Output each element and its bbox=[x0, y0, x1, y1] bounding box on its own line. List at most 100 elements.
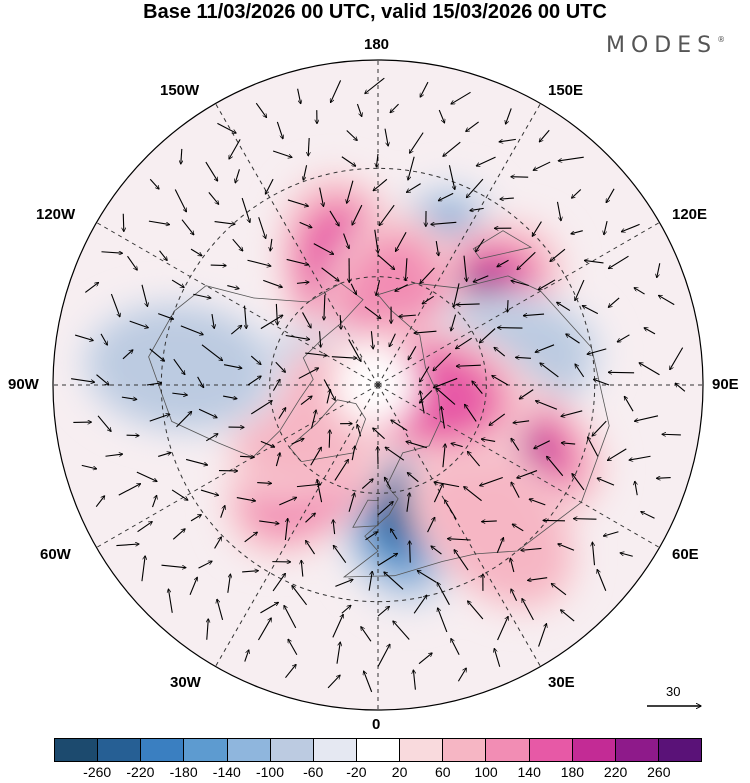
colorbar-swatch bbox=[400, 739, 444, 761]
wind-arrow bbox=[374, 229, 378, 253]
wind-arrow bbox=[413, 670, 415, 690]
colorbar-tick-label: 180 bbox=[560, 764, 585, 780]
coastlines bbox=[148, 230, 610, 578]
wind-arrow bbox=[121, 396, 137, 399]
wind-arrow bbox=[454, 283, 460, 307]
wind-arrow bbox=[229, 139, 241, 159]
wind-arrow bbox=[391, 529, 398, 540]
wind-arrow bbox=[313, 243, 334, 255]
wind-arrow bbox=[463, 255, 467, 282]
wind-arrow bbox=[260, 602, 278, 614]
wind-arrow bbox=[250, 401, 272, 415]
wind-arrow bbox=[95, 496, 104, 508]
colorbar-swatch bbox=[356, 739, 401, 761]
wind-arrow bbox=[357, 424, 362, 437]
wind-arrow bbox=[393, 621, 410, 640]
wind-arrow bbox=[435, 240, 438, 256]
wind-arrow bbox=[456, 337, 472, 348]
wind-arrow bbox=[190, 515, 201, 522]
latitude-circle bbox=[269, 276, 487, 494]
map-title: Base 11/03/2026 00 UTC, valid 15/03/2026… bbox=[143, 1, 607, 23]
wind-arrow bbox=[551, 583, 567, 596]
wind-arrow bbox=[408, 346, 417, 360]
wind-arrow bbox=[158, 453, 171, 457]
reference-vector-label: 30 bbox=[666, 684, 681, 699]
colorbar-tick-label: -140 bbox=[212, 764, 241, 780]
colorbar-swatch bbox=[529, 739, 573, 761]
wind-arrow bbox=[240, 456, 254, 457]
wind-arrow bbox=[659, 295, 675, 306]
wind-arrow bbox=[201, 344, 223, 361]
wind-arrow bbox=[278, 408, 286, 419]
wind-arrow bbox=[292, 586, 308, 606]
wind-arrow bbox=[662, 434, 681, 435]
wind-arrow bbox=[81, 464, 97, 468]
wind-arrow bbox=[494, 648, 501, 667]
wind-arrow bbox=[297, 88, 301, 104]
colorbar-swatch bbox=[98, 739, 142, 761]
wind-arrow bbox=[127, 255, 138, 270]
wind-arrow bbox=[433, 352, 452, 371]
meridian-line bbox=[96, 222, 379, 386]
wind-arrow bbox=[511, 281, 529, 287]
wind-arrow bbox=[306, 540, 316, 555]
wind-arrow bbox=[326, 389, 330, 404]
wind-arrow bbox=[442, 444, 445, 468]
wind-arrow bbox=[445, 500, 457, 520]
wind-arrow bbox=[607, 448, 627, 461]
wind-arrow bbox=[588, 437, 599, 457]
coastline bbox=[288, 399, 367, 463]
anomaly-field bbox=[75, 170, 609, 616]
wind-arrow bbox=[265, 178, 274, 194]
wind-arrow bbox=[299, 221, 312, 227]
wind-arrow bbox=[279, 497, 296, 506]
wind-arrow bbox=[377, 606, 389, 617]
wind-arrow bbox=[137, 522, 153, 533]
wind-arrow bbox=[230, 325, 241, 335]
wind-arrow bbox=[417, 571, 437, 583]
wind-arrow bbox=[275, 453, 280, 467]
wind-arrow bbox=[624, 396, 634, 412]
wind-arrow bbox=[373, 428, 385, 440]
colorbar-tick-label: -180 bbox=[169, 764, 198, 780]
wind-arrow bbox=[118, 484, 141, 496]
wind-arrow bbox=[639, 363, 660, 376]
wind-arrow bbox=[371, 331, 373, 349]
meridian-line bbox=[377, 384, 541, 667]
wind-arrow bbox=[276, 121, 283, 139]
wind-arrow bbox=[437, 582, 450, 606]
wind-arrow bbox=[185, 458, 207, 465]
wind-arrow bbox=[377, 254, 395, 270]
wind-arrow bbox=[422, 295, 434, 303]
map-boundary bbox=[52, 59, 704, 711]
wind-arrow bbox=[457, 304, 480, 305]
reference-vector-arrow bbox=[647, 684, 705, 714]
wind-arrow bbox=[512, 524, 524, 532]
wind-arrow bbox=[558, 156, 584, 161]
wind-arrow bbox=[332, 614, 343, 638]
wind-arrow bbox=[480, 476, 503, 485]
wind-arrow bbox=[171, 279, 184, 287]
wind-arrow bbox=[333, 520, 335, 535]
wind-arrow bbox=[384, 572, 404, 590]
wind-arrow bbox=[456, 365, 481, 366]
wind-arrow bbox=[510, 558, 515, 573]
wind-arrow bbox=[376, 153, 378, 167]
registered-mark: ® bbox=[717, 35, 726, 44]
wind-arrow bbox=[244, 532, 258, 543]
wind-arrow bbox=[587, 348, 607, 354]
wind-arrow bbox=[634, 288, 645, 295]
wind-arrow bbox=[395, 284, 408, 292]
wind-arrow bbox=[324, 294, 325, 320]
wind-arrow bbox=[560, 610, 575, 622]
lon-label-150e: 150E bbox=[548, 82, 584, 99]
wind-arrow bbox=[220, 506, 225, 518]
wind-arrow bbox=[336, 642, 340, 664]
wind-arrow bbox=[301, 560, 303, 577]
wind-arrow bbox=[335, 579, 353, 587]
wind-arrow bbox=[617, 334, 630, 342]
wind-arrow bbox=[608, 297, 620, 307]
wind-arrow bbox=[431, 221, 457, 224]
wind-arrow bbox=[454, 550, 469, 571]
